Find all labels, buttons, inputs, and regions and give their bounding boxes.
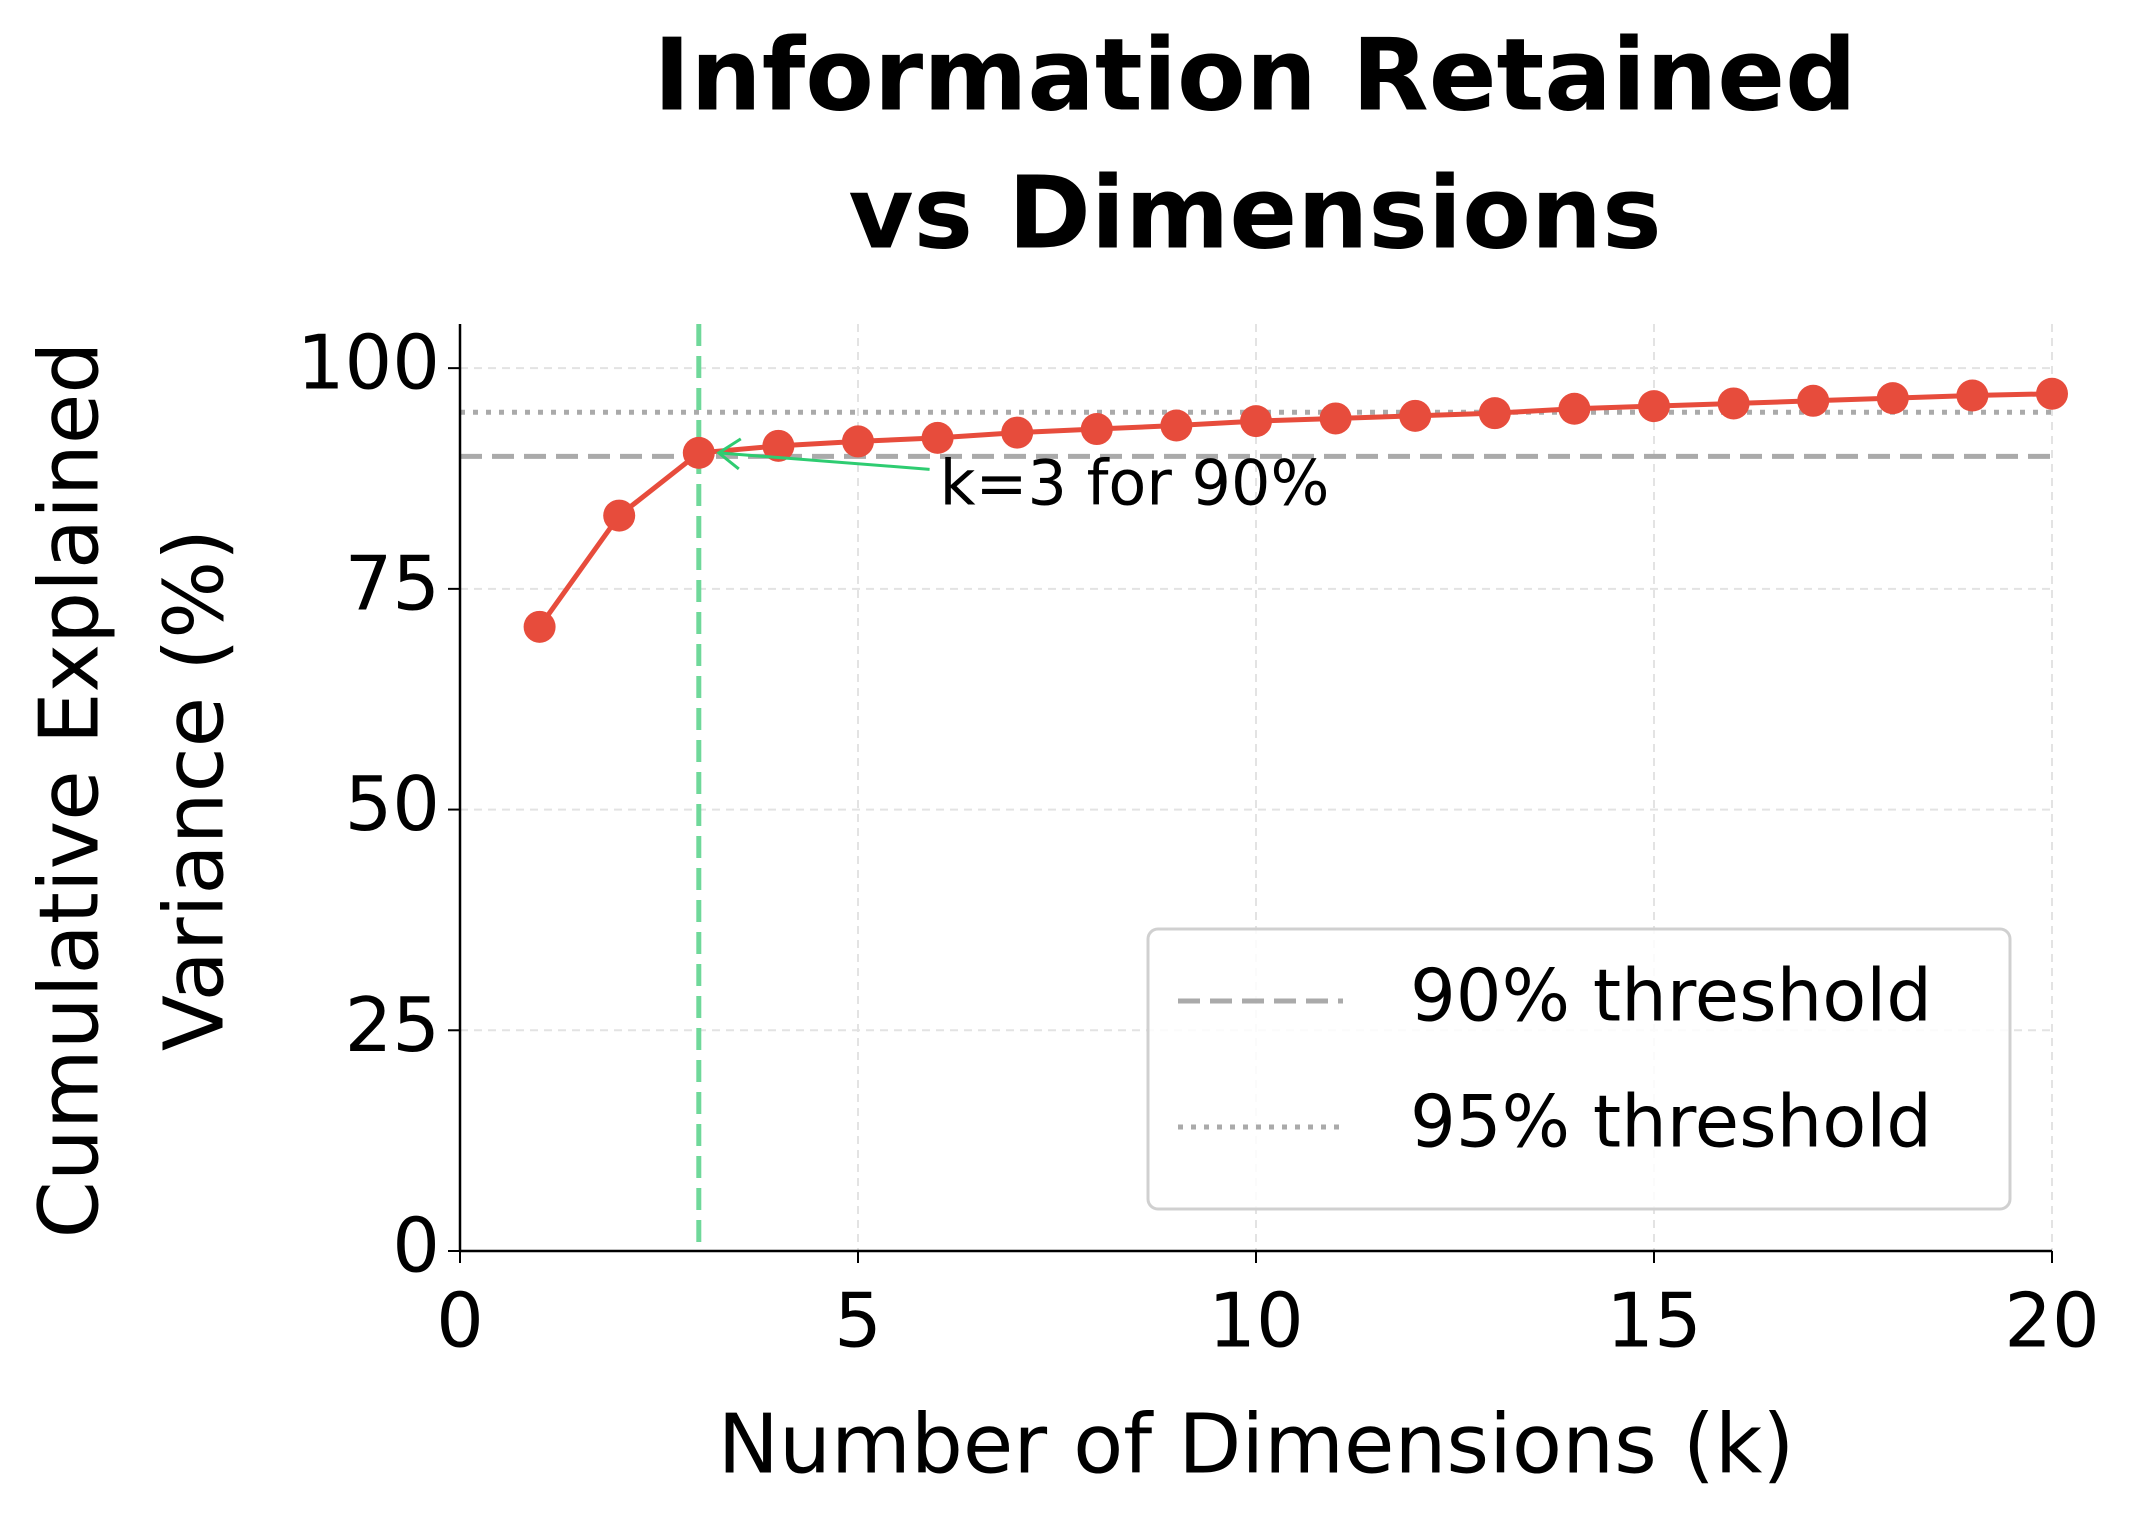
point [2036,377,2068,410]
x-tick-label: 5 [834,1277,882,1365]
point [1160,409,1193,442]
point [1797,384,1830,417]
point [682,436,715,469]
x-tick-label: 15 [1606,1277,1701,1365]
annotation-arrow [718,451,930,471]
point [1319,402,1352,435]
y-axis-label: Cumulative Explained [22,342,117,1239]
chart-title: Information Retained [653,16,1856,133]
x-tick-label: 0 [436,1277,484,1365]
legend-label: 95% threshold [1410,1080,1932,1164]
point [921,421,954,454]
legend-box [1146,927,2012,1211]
point [603,499,636,532]
point [523,610,556,643]
y-axis-label: Variance (%) [147,529,242,1051]
point [1638,390,1670,423]
point [1399,399,1432,432]
annotation-text: k=3 for 90% [940,446,1330,519]
point [842,425,874,458]
point [1956,379,1989,412]
legend-label: 90% threshold [1410,954,1932,1038]
point [1240,405,1272,438]
y-tick-label: 75 [345,539,440,627]
point [1478,397,1511,430]
point [1001,416,1034,449]
x-tick-label: 20 [2004,1277,2099,1365]
point [1717,387,1750,420]
annotation-arrowhead [716,437,742,471]
y-tick-label: 0 [392,1202,440,1290]
point [1558,392,1591,425]
point [1080,413,1113,446]
y-tick-label: 50 [345,760,440,848]
chart-title: vs Dimensions [848,154,1661,271]
x-tick-label: 10 [1208,1277,1303,1365]
point [1876,382,1909,415]
x-axis-label: Number of Dimensions (k) [718,1397,1795,1492]
point [762,429,795,462]
y-tick-label: 25 [345,981,440,1069]
y-tick-label: 100 [297,319,440,407]
